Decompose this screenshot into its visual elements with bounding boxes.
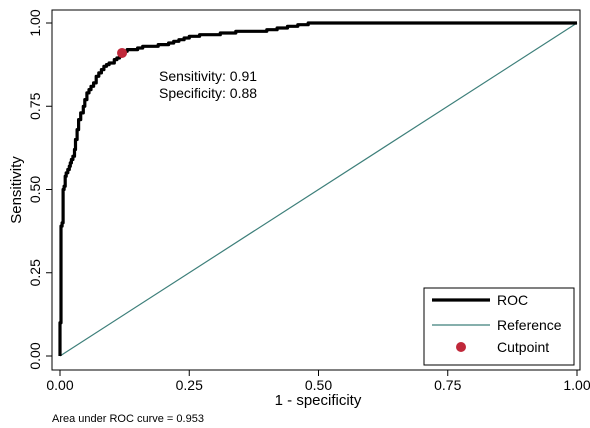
x-tick-label: 0.25 (176, 377, 203, 393)
y-tick-label: 0.25 (27, 259, 43, 286)
roc-line (58, 21, 577, 356)
legend-reference-label: Reference (497, 317, 562, 333)
y-axis-title: Sensitivity (8, 156, 25, 224)
auc-note: Area under ROC curve = 0.953 (52, 413, 204, 425)
specificity-annotation: Specificity: 0.88 (159, 85, 257, 101)
x-axis-title: 1 - specificity (275, 392, 362, 409)
cutpoint-marker (117, 47, 128, 58)
legend-roc-label: ROC (497, 292, 528, 308)
legend: ROC Reference Cutpoint (423, 287, 575, 366)
y-axis: 0.00 0.25 0.50 0.75 1.00 (27, 9, 52, 370)
y-tick-label: 1.00 (27, 9, 43, 36)
y-tick-label: 0.50 (27, 176, 43, 203)
x-tick-label: 0.50 (305, 377, 332, 393)
x-axis: 0.00 0.25 0.50 0.75 1.00 (46, 370, 590, 393)
x-tick-label: 0.00 (46, 377, 73, 393)
x-tick-label: 0.75 (434, 377, 461, 393)
sensitivity-annotation: Sensitivity: 0.91 (159, 68, 257, 84)
y-tick-label: 0.00 (27, 342, 43, 369)
x-tick-label: 1.00 (563, 377, 590, 393)
legend-cutpoint-label: Cutpoint (497, 339, 549, 355)
y-tick-label: 0.75 (27, 92, 43, 119)
legend-cutpoint-swatch (456, 342, 466, 352)
reference-line (59, 22, 578, 357)
